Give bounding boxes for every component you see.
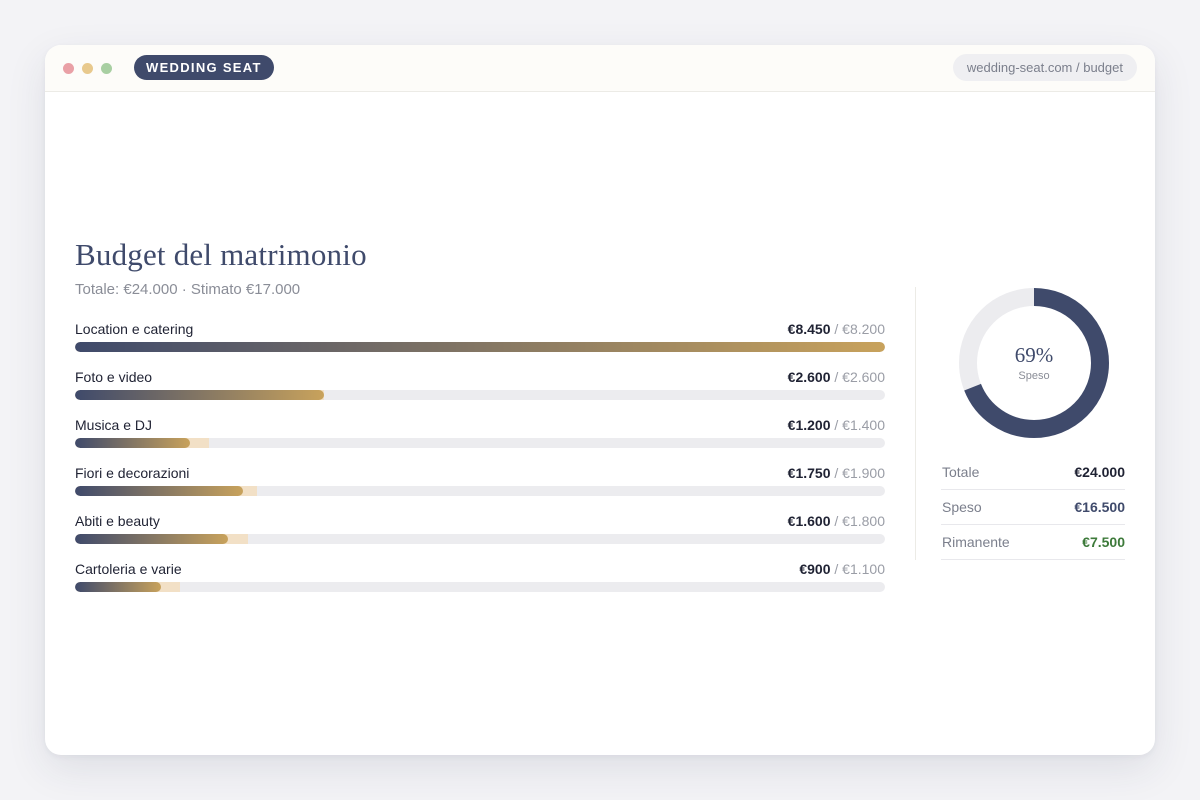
budget-row-amount: €2.600 / €2.600: [787, 369, 885, 385]
spent-fill: [75, 486, 243, 496]
summary-label: Rimanente: [942, 534, 1010, 550]
budget-row[interactable]: Foto e video €2.600 / €2.600: [75, 368, 885, 416]
donut-svg: [959, 288, 1109, 438]
spent-amount: €1.200: [787, 417, 831, 433]
summary-value: €16.500: [1074, 499, 1125, 515]
budget-row[interactable]: Abiti e beauty €1.600 / €1.800: [75, 512, 885, 560]
title-bar: WEDDING SEAT wedding-seat.com / budget: [45, 45, 1155, 92]
summary-label: Totale: [942, 464, 980, 480]
spent-amount: €900: [799, 561, 831, 577]
budget-row-label: Musica e DJ: [75, 417, 153, 433]
budget-row-label: Location e catering: [75, 321, 194, 337]
url-bar[interactable]: wedding-seat.com / budget: [952, 54, 1137, 81]
page-subtitle: Totale: €24.000 · Stimato €17.000: [75, 281, 301, 298]
summary-value: €7.500: [1082, 534, 1125, 550]
progress-track: [75, 390, 885, 400]
budget-row-label: Foto e video: [75, 369, 153, 385]
budget-row-amount: €1.600 / €1.800: [787, 513, 885, 529]
close-window-dot[interactable]: [63, 63, 74, 74]
donut-percent: 69%: [1014, 343, 1054, 367]
progress-track: [75, 582, 885, 592]
estimate-amount: €8.200: [842, 321, 885, 337]
progress-track: [75, 534, 885, 544]
progress-track: [75, 342, 885, 352]
budget-row[interactable]: Musica e DJ €1.200 / €1.400: [75, 416, 885, 464]
brand-badge[interactable]: WEDDING SEAT: [134, 55, 274, 80]
budget-row-label: Abiti e beauty: [75, 513, 160, 529]
progress-track: [75, 438, 885, 448]
maximize-window-dot[interactable]: [101, 63, 112, 74]
estimate-amount: €2.600: [842, 369, 885, 385]
estimate-amount: €1.800: [842, 513, 885, 529]
summary-row-remaining: Rimanente €7.500: [941, 525, 1125, 560]
page-title: Budget del matrimonio: [75, 237, 367, 272]
summary-row-spent: Speso €16.500: [941, 490, 1125, 525]
spent-fill: [75, 582, 162, 592]
browser-window: WEDDING SEAT wedding-seat.com / budget B…: [45, 45, 1155, 755]
spent-fill: [75, 390, 325, 400]
budget-row-label: Cartoleria e varie: [75, 561, 182, 577]
budget-row-amount: €8.450 / €8.200: [787, 321, 885, 337]
summary-row-total: Totale €24.000: [941, 455, 1125, 490]
summary-label: Speso: [942, 499, 982, 515]
spent-amount: €1.750: [787, 465, 831, 481]
progress-track: [75, 486, 885, 496]
spent-fill: [75, 534, 229, 544]
budget-row-amount: €1.750 / €1.900: [787, 465, 885, 481]
budget-row[interactable]: Cartoleria e varie €900 / €1.100: [75, 560, 885, 608]
donut-spent-arc: [959, 288, 1109, 438]
estimate-amount: €1.900: [842, 465, 885, 481]
estimate-amount: €1.400: [842, 417, 885, 433]
spent-fill: [75, 342, 885, 352]
estimate-amount: €1.100: [842, 561, 885, 577]
budget-row[interactable]: Fiori e decorazioni €1.750 / €1.900: [75, 464, 885, 512]
budget-list: Location e catering €8.450 / €8.200 Foto…: [75, 320, 885, 608]
minimize-window-dot[interactable]: [82, 63, 93, 74]
section-divider: [915, 287, 916, 560]
budget-row[interactable]: Location e catering €8.450 / €8.200: [75, 320, 885, 368]
spent-amount: €1.600: [787, 513, 831, 529]
budget-row-amount: €900 / €1.100: [799, 561, 885, 577]
budget-row-label: Fiori e decorazioni: [75, 465, 190, 481]
spent-amount: €8.450: [787, 321, 831, 337]
summary-table: Totale €24.000 Speso €16.500 Rimanente €…: [941, 455, 1125, 560]
spent-fill: [75, 438, 191, 448]
summary-value: €24.000: [1074, 464, 1125, 480]
spent-amount: €2.600: [787, 369, 831, 385]
donut-caption: Speso: [1018, 370, 1050, 382]
budget-row-amount: €1.200 / €1.400: [787, 417, 885, 433]
spent-donut-chart: 69% Speso: [958, 287, 1110, 439]
